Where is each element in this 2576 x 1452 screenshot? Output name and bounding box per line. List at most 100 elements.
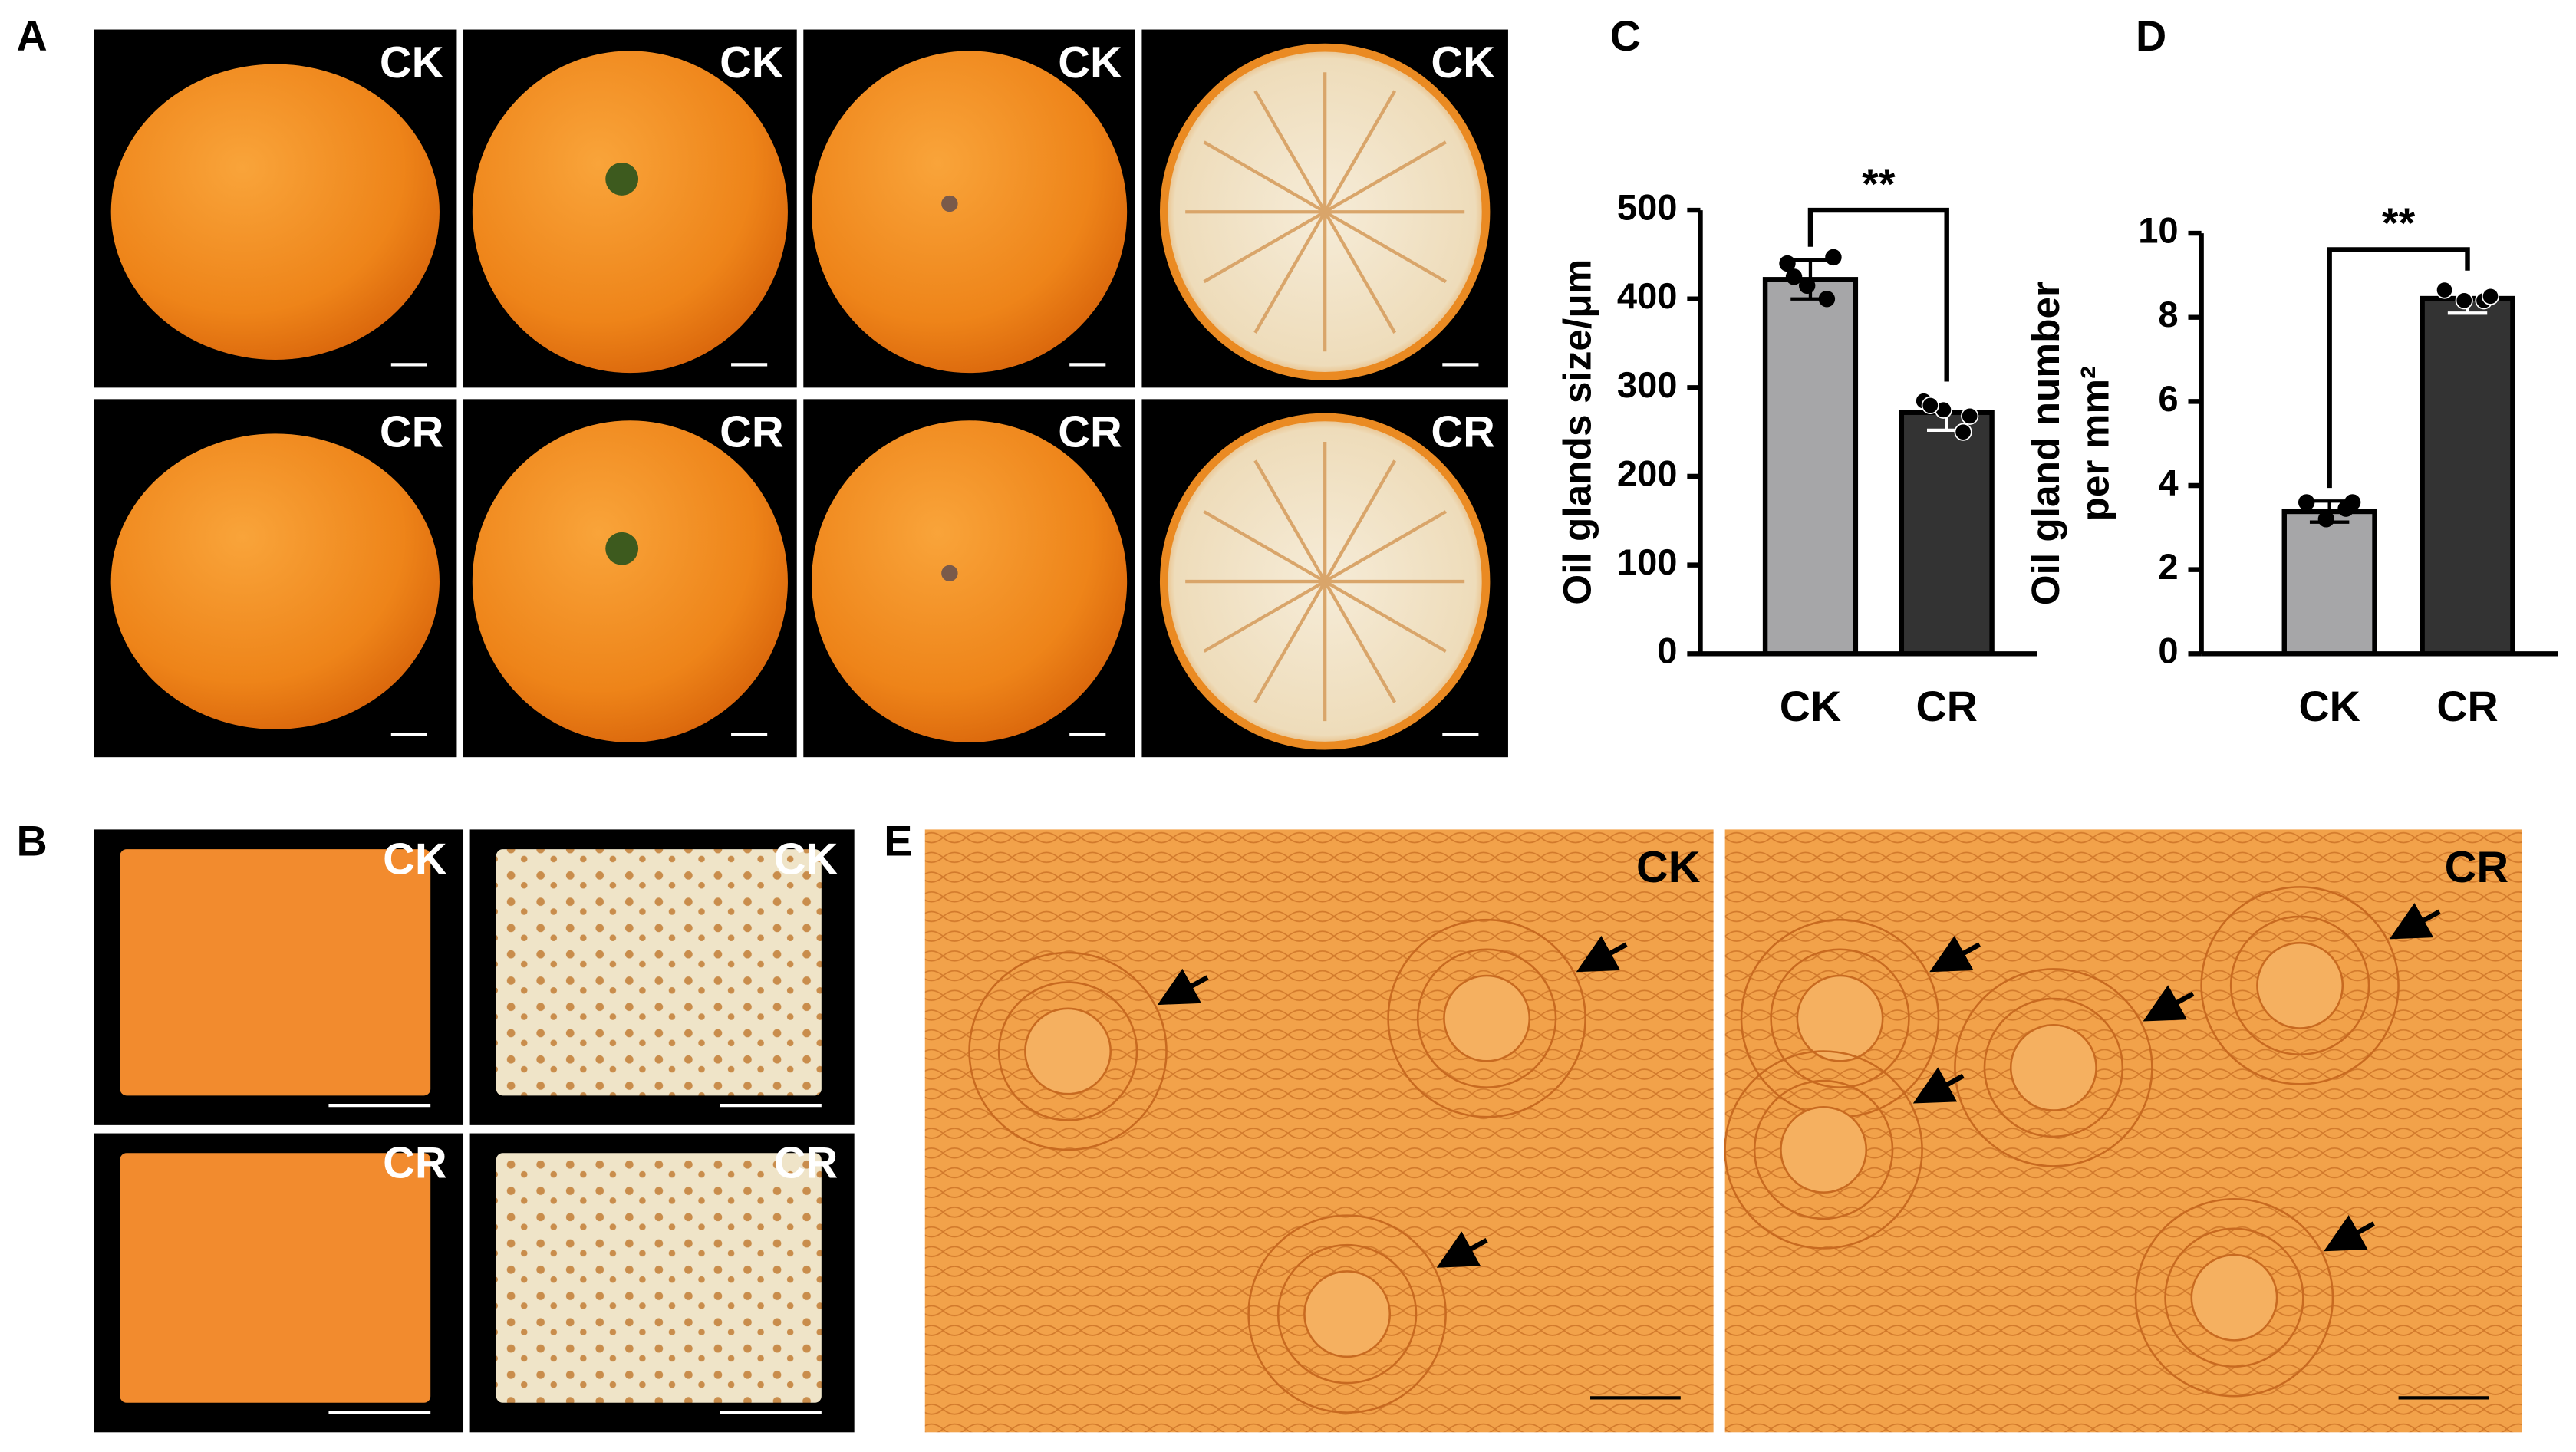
tile-label: CR: [720, 408, 783, 457]
oil-gland: [1387, 918, 1586, 1118]
peel-vein: [1323, 211, 1397, 334]
y-tick-label: 6: [2158, 378, 2178, 419]
oil-gland: [1416, 948, 1557, 1088]
panel-label: D: [2136, 12, 2166, 60]
peel-vein: [1203, 510, 1326, 583]
arrow: [2143, 985, 2195, 1022]
oil-gland: [1724, 1050, 1923, 1250]
data-point: [2455, 291, 2473, 310]
stylar-end: [941, 565, 958, 582]
peel-vein: [1323, 459, 1397, 583]
arrow: [2389, 903, 2441, 940]
stem: [605, 162, 639, 196]
y-axis-label: Oil glands size/μm: [1555, 259, 1599, 605]
oil-gland: [2200, 886, 2400, 1085]
arrow: [1436, 1231, 1488, 1268]
tile-label: CR: [383, 1139, 446, 1188]
peel-vein: [1323, 580, 1397, 703]
data-point: [1921, 396, 1939, 415]
oil-gland: [1796, 974, 1884, 1062]
y-tick-label: 400: [1617, 275, 1678, 316]
y-tick-label: 2: [2158, 546, 2178, 587]
photos: A CK CK CK CK CR CR CR CR B CK CK CR CR E CK CR: [17, 12, 2522, 1433]
tile-label: CR: [1058, 408, 1122, 457]
oil-gland: [968, 951, 1168, 1151]
data-point: [1961, 407, 1979, 425]
fruit: [110, 64, 440, 360]
oil-gland: [1770, 948, 1910, 1088]
x-tick-label: CK: [2298, 683, 2360, 730]
bar: [2420, 295, 2515, 657]
oil-gland: [997, 981, 1138, 1121]
y-tick-label: 300: [1617, 364, 1678, 405]
significance-bracket: [2327, 247, 2470, 489]
y-axis-label: per mm²: [2072, 366, 2116, 522]
tile-label: CK: [380, 38, 444, 87]
x-tick-label: CK: [1780, 683, 1841, 730]
arrow: [1576, 935, 1628, 973]
bar: [2281, 509, 2377, 657]
peel-vein: [1324, 580, 1447, 653]
panel-label: E: [884, 817, 912, 864]
y-tick-label: 500: [1617, 187, 1678, 228]
oil-gland: [2190, 1253, 2278, 1342]
tile-label: CR: [1431, 408, 1494, 457]
tile-label: CK: [1431, 38, 1495, 87]
peel-vein: [1324, 510, 1447, 583]
oil-gland: [2256, 941, 2344, 1029]
peel-vein: [1253, 90, 1327, 213]
oil-gland: [2164, 1227, 2304, 1368]
tile-label: CK: [1058, 38, 1122, 87]
oil-gland: [1780, 1106, 1868, 1194]
panel-label: A: [17, 12, 48, 60]
data-point: [1779, 255, 1796, 272]
oil-gland: [1024, 1007, 1112, 1095]
data-point: [2435, 281, 2454, 299]
tile-label: CK: [1636, 843, 1701, 892]
tile-label: CR: [380, 408, 443, 457]
y-tick-label: 8: [2158, 294, 2178, 334]
tile-label: CR: [774, 1139, 838, 1188]
fruit: [110, 433, 440, 729]
panel-label: B: [17, 817, 48, 864]
fruit: [472, 51, 788, 374]
y-tick-label: 200: [1617, 453, 1678, 493]
arrow: [1157, 968, 1209, 1006]
y-tick-label: 4: [2158, 462, 2178, 502]
stylar-end: [941, 195, 958, 212]
tile-label: CK: [774, 835, 838, 884]
peel-vein: [1253, 580, 1327, 703]
peel-vein: [1324, 210, 1447, 284]
peel-vein: [1323, 90, 1397, 213]
oil-gland: [1303, 1270, 1392, 1358]
data-point: [2298, 494, 2315, 511]
oil-gland: [2134, 1197, 2334, 1398]
significance-bracket: [1807, 207, 1949, 382]
y-tick-label: 0: [2158, 631, 2178, 671]
tile-label: CK: [720, 38, 784, 87]
peel-vein: [1324, 140, 1447, 214]
stem: [605, 532, 639, 565]
data-point: [1818, 291, 1836, 308]
arrow: [1912, 1067, 1965, 1104]
data-point: [2317, 511, 2335, 528]
x-tick-label: CR: [1916, 683, 1978, 730]
oil-gland: [1753, 1079, 1894, 1220]
arrow: [1929, 935, 1981, 973]
fruit: [472, 420, 788, 742]
significance-label: **: [1862, 160, 1896, 208]
bar: [1762, 277, 1859, 657]
data-point: [2481, 287, 2500, 305]
bar: [1899, 410, 1995, 657]
data-point: [1825, 249, 1842, 266]
data-point: [1954, 423, 1972, 441]
oil-gland: [2009, 1023, 2097, 1111]
significance-label: **: [2382, 199, 2416, 247]
arrow: [2324, 1215, 2376, 1252]
oil-gland: [2229, 915, 2370, 1056]
data-point: [1798, 277, 1816, 295]
peel-square: [120, 849, 431, 1096]
peel-square: [120, 1153, 431, 1403]
oil-gland: [1443, 974, 1531, 1062]
